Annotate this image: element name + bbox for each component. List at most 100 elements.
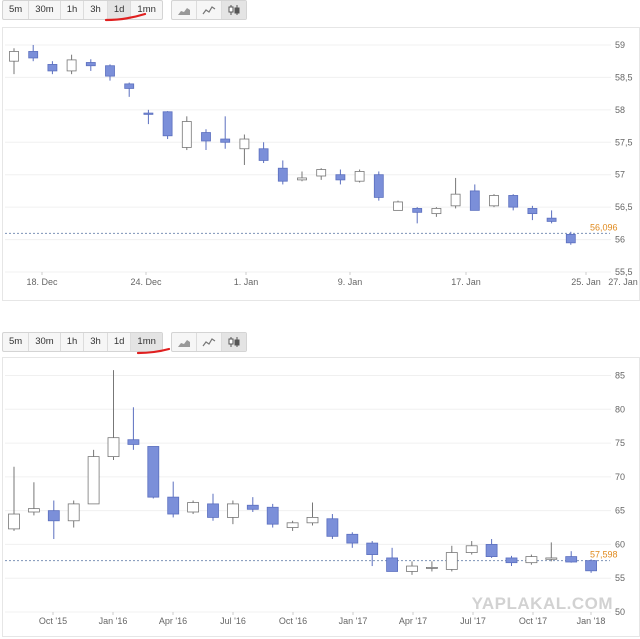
candle [266, 503, 279, 528]
candle [565, 551, 578, 563]
candle [354, 169, 365, 183]
candle [366, 541, 379, 567]
x-tick-label: 1. Jan [234, 277, 259, 287]
candle-body [66, 59, 77, 72]
candle [489, 194, 499, 208]
last-price-label: 57,598 [590, 550, 618, 560]
interval-5m-button[interactable]: 5m [3, 1, 30, 19]
interval-3h-button[interactable]: 3h [84, 333, 108, 351]
interval-1h-button[interactable]: 1h [61, 1, 85, 19]
area-chart-button[interactable] [172, 1, 197, 19]
candle [147, 446, 160, 499]
y-tick-label: 75 [615, 438, 625, 448]
x-tick-label: Jan '18 [577, 616, 606, 626]
candle [220, 116, 231, 149]
interval-1mn-button[interactable]: 1mn [131, 333, 162, 351]
candle-body [27, 508, 40, 513]
candle-body [147, 446, 160, 498]
candle-body [527, 208, 538, 215]
candle-body [335, 174, 346, 181]
line-chart-button[interactable] [197, 333, 222, 351]
y-tick-label: 50 [615, 607, 625, 617]
candle [335, 169, 346, 185]
candle-body [127, 439, 140, 445]
interval-1d-button[interactable]: 1d [107, 1, 132, 19]
y-tick-label: 55,5 [615, 267, 633, 277]
candle [393, 200, 403, 211]
interval-3h-button[interactable]: 3h [84, 1, 108, 19]
candle-body [546, 217, 557, 222]
x-tick-label: 25. Jan [571, 277, 601, 287]
area-chart-button[interactable] [172, 333, 197, 351]
y-tick-label: 58,5 [615, 72, 633, 82]
chart-type-selector [170, 0, 247, 20]
candle-body [465, 545, 478, 553]
candle-body [585, 560, 597, 572]
line-chart-icon [202, 5, 216, 14]
candle-body [8, 513, 20, 530]
interval-30m-button[interactable]: 30m [29, 333, 61, 351]
interval-1d-button[interactable]: 1d [108, 333, 132, 351]
x-tick-label: Jan '17 [339, 616, 368, 626]
candle-body [85, 62, 96, 67]
candlestick-icon [228, 5, 240, 15]
candle [306, 502, 319, 526]
candle-body [306, 517, 319, 524]
candle [85, 59, 96, 71]
y-tick-label: 58 [615, 105, 625, 115]
candlestick-button[interactable] [221, 333, 246, 351]
line-chart-button[interactable] [197, 1, 222, 19]
candle [425, 561, 438, 572]
candle-body [508, 195, 519, 208]
candle-body [366, 542, 379, 555]
chart-type-selector [170, 332, 247, 352]
x-tick-label: Oct '17 [519, 616, 547, 626]
candlestick-chart-daily: 59 58,5 58 57,5 57 56,5 56 55,5 18. Dec 24. Dec 1.… [5, 40, 638, 287]
candle-body [181, 121, 192, 148]
interval-30m-button[interactable]: 30m [29, 1, 61, 19]
x-tick-label: Oct '16 [279, 616, 307, 626]
interval-1mn-button[interactable]: 1mn [137, 4, 156, 15]
interval-1h-button[interactable]: 1h [61, 333, 85, 351]
candle-body [326, 518, 339, 537]
candle [28, 44, 39, 62]
y-tick-label: 85 [615, 371, 625, 381]
y-tick-label: 57,5 [615, 137, 633, 147]
candle-body [489, 195, 499, 207]
candle [525, 554, 538, 565]
candle [469, 184, 480, 211]
candle [105, 64, 115, 81]
candle [585, 559, 597, 573]
x-tick-label: Oct '15 [39, 616, 67, 626]
candle [508, 194, 519, 211]
watermark-text: YAPLAKAL.COM [471, 594, 613, 613]
candle [485, 539, 498, 558]
candle-body [105, 65, 115, 77]
candle [465, 541, 478, 555]
candle-body [286, 522, 299, 528]
candle [207, 493, 219, 521]
candle [527, 205, 538, 221]
candle-body [124, 83, 135, 89]
interval-5m-button[interactable]: 5m [3, 333, 30, 351]
candle-body [450, 193, 461, 207]
last-price-label: 56,096 [590, 222, 618, 232]
candle-body [406, 565, 418, 572]
candle [124, 82, 135, 97]
candle [258, 142, 269, 164]
candle [239, 134, 250, 165]
candle-body [187, 502, 200, 513]
area-chart-icon [177, 7, 190, 15]
candle [87, 449, 100, 505]
candle-body [28, 51, 39, 59]
candlestick-button[interactable] [221, 1, 246, 19]
y-tick-label: 56,5 [615, 202, 633, 212]
x-tick-label: 9. Jan [338, 277, 363, 287]
candle-body [485, 544, 498, 557]
candle-body [162, 111, 173, 137]
candle [545, 542, 558, 562]
candle [201, 129, 211, 151]
y-tick-label: 80 [615, 404, 625, 414]
x-tick-label: 27. Jan [608, 277, 638, 287]
candle [27, 482, 40, 516]
